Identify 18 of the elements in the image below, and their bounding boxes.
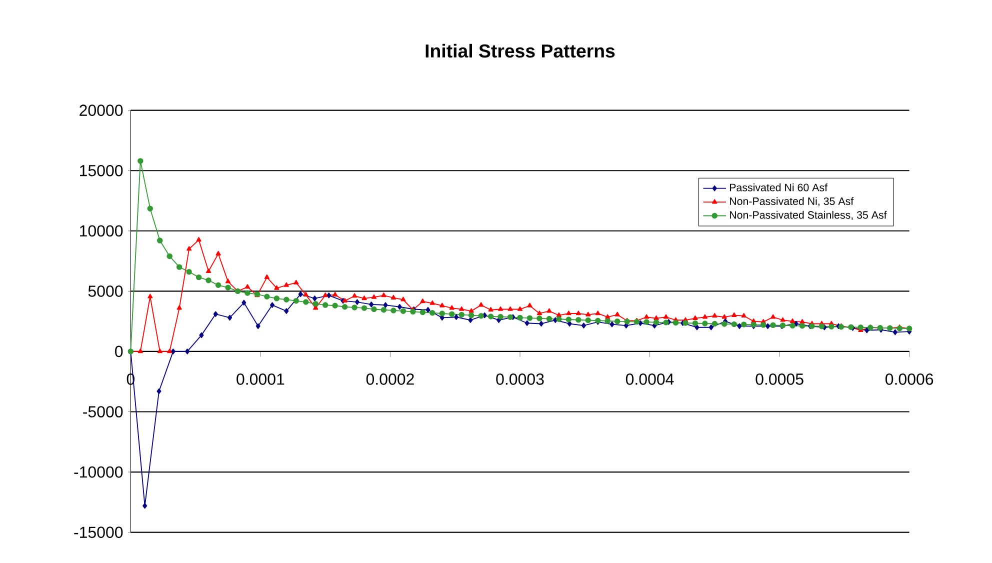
y-tick-label: 15000 bbox=[80, 164, 123, 176]
x-tick-label: 0.0002 bbox=[366, 374, 414, 385]
y-tick-label: 5000 bbox=[88, 286, 123, 297]
x-tick-label: 0.0004 bbox=[626, 374, 674, 385]
y-tick-label: -5000 bbox=[83, 406, 123, 418]
y-tick-label: -10000 bbox=[74, 466, 123, 478]
x-tick-label: 0.0005 bbox=[756, 374, 804, 385]
x-tick-label: 0.0003 bbox=[496, 374, 544, 385]
y-tick-label: 10000 bbox=[80, 225, 123, 237]
x-tick-label: 0.0001 bbox=[236, 374, 284, 385]
legend-label: Passivated Ni 60 Asf bbox=[730, 183, 828, 192]
x-tick-label: 0.0006 bbox=[885, 374, 934, 385]
chart-title: Initial Stress Patterns bbox=[426, 44, 615, 58]
y-tick-label: 0 bbox=[115, 346, 123, 358]
y-tick-label: -15000 bbox=[74, 526, 123, 538]
legend-label: Non-Passivated Stainless, 35 Asf bbox=[730, 210, 887, 220]
y-tick-label: 20000 bbox=[80, 104, 123, 116]
legend-label: Non-Passivated Ni, 35 Asf bbox=[730, 197, 854, 206]
